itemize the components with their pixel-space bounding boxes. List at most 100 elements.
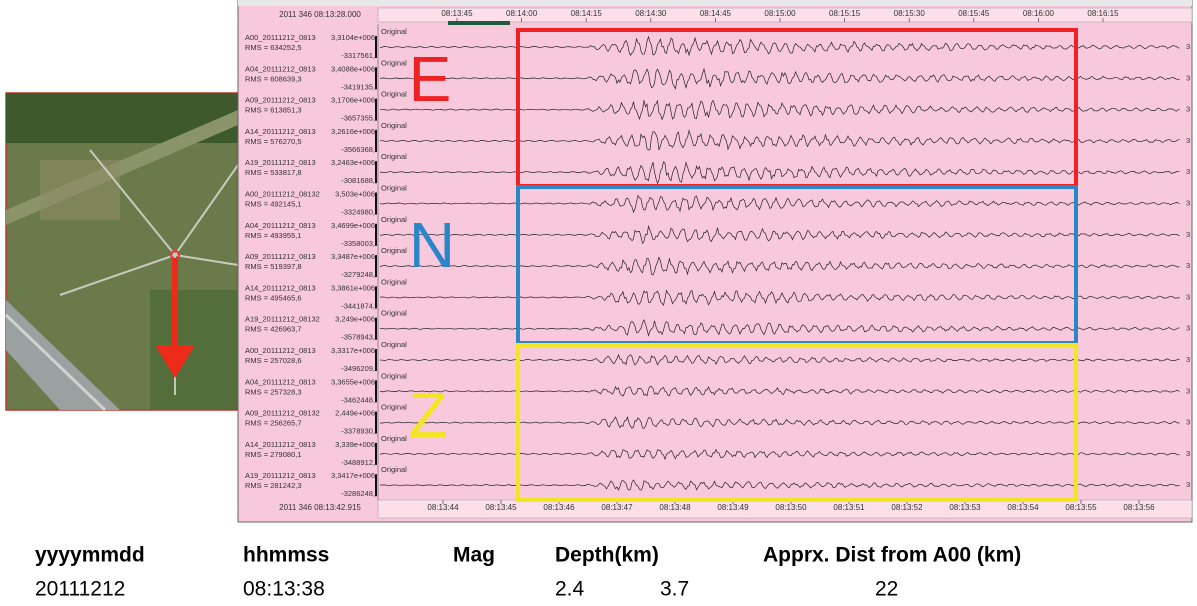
trace-tag: Original <box>381 58 407 67</box>
trace-max: 3,2463e+006 <box>331 158 375 167</box>
trace-min: -3324980, <box>341 207 375 216</box>
trace-max: 3,4699e+006 <box>331 221 375 230</box>
trace-min: -3496209, <box>341 364 375 373</box>
table-cell: 2.4 <box>555 578 585 601</box>
trace-edge: 3 <box>1186 261 1190 270</box>
waveform <box>379 353 1180 366</box>
component-label: E <box>409 43 452 115</box>
trace-rms: RMS = 495465,6 <box>245 293 302 302</box>
trace-edge: 3 <box>1186 105 1190 114</box>
trace-rms: RMS = 426963,7 <box>245 325 302 334</box>
waveform <box>380 129 1180 151</box>
trace-edge: 3 <box>1186 42 1190 51</box>
trace-max: 2,449e+006 <box>335 409 375 418</box>
trace-tag: Original <box>381 27 407 36</box>
trace-tag: Original <box>381 215 407 224</box>
top-tick-label: 08:14:15 <box>571 9 603 18</box>
trace-tag: Original <box>381 183 407 192</box>
trace-rms: RMS = 492145,1 <box>245 199 302 208</box>
trace-min: -3378930, <box>341 427 375 436</box>
seismogram-panel: 2011 346 08:13:28.000 2011 346 08:13:42.… <box>237 0 1193 523</box>
trace-tag: Original <box>381 434 407 443</box>
top-tick-label: 08:15:30 <box>894 9 926 18</box>
top-tick-label: 08:13:45 <box>441 9 473 18</box>
trace-max: 3,3317e+006 <box>331 346 375 355</box>
trace-min: -3578943, <box>341 333 375 342</box>
trace-min: -3317561, <box>341 51 375 60</box>
waveform <box>379 479 1180 491</box>
waveform <box>379 224 1180 245</box>
trace-min: -3419135, <box>341 82 375 91</box>
top-tick-label: 08:15:45 <box>958 9 990 18</box>
bottom-tick-label: 08:13:45 <box>485 503 517 512</box>
trace-edge: 3 <box>1186 73 1190 82</box>
trace-min: -3462448, <box>341 395 375 404</box>
top-tick-label: 08:14:30 <box>635 9 667 18</box>
top-tick-label: 08:16:15 <box>1087 9 1119 18</box>
trace-max: 3,3417e+006 <box>331 471 375 480</box>
trace-tag: Original <box>381 465 407 474</box>
trace-min: -3441874, <box>341 301 375 310</box>
trace-name: A04_20111212_0813 <box>245 221 316 230</box>
bottom-tick-label: 08:13:53 <box>949 503 981 512</box>
table-header: Mag <box>453 544 495 567</box>
trace-name: A00_20111212_08132 <box>245 189 320 198</box>
top-tick-label: 08:14:45 <box>700 9 732 18</box>
trace-name: A19_20111212_08132 <box>245 315 320 324</box>
table-cell: 3.7 <box>660 578 689 601</box>
waveform <box>379 194 1180 214</box>
table-cell: 08:13:38 <box>243 578 325 601</box>
trace-edge: 3 <box>1186 418 1190 427</box>
trace-tag: Original <box>381 371 407 380</box>
trace-tag: Original <box>381 403 407 412</box>
bottom-tick-label: 08:13:47 <box>601 503 633 512</box>
trace-edge: 3 <box>1186 449 1190 458</box>
trace-max: 3,339e+006 <box>335 440 375 449</box>
trace-max: 3,249e+006 <box>335 315 375 324</box>
top-tick-label: 08:15:15 <box>829 9 861 18</box>
trace-name: A04_20111212_0813 <box>245 377 316 386</box>
waveform <box>379 385 1180 397</box>
trace-name: A14_20111212_0813 <box>245 127 316 136</box>
table-header: Depth(km) <box>555 544 659 567</box>
trace-edge: 3 <box>1186 230 1190 239</box>
trace-name: A09_20111212_08132 <box>245 409 320 418</box>
trace-min: -3286248, <box>341 489 375 498</box>
trace-min: -3358003, <box>341 239 375 248</box>
trace-name: A04_20111212_0813 <box>245 64 316 73</box>
top-tick-label: 08:14:00 <box>506 9 538 18</box>
start-time: 2011 346 08:13:28.000 <box>279 10 361 19</box>
trace-rms: RMS = 279080,1 <box>245 450 302 459</box>
trace-min: -3488912, <box>341 458 375 467</box>
waveform <box>379 67 1180 90</box>
bottom-tick-label: 08:13:48 <box>659 503 691 512</box>
trace-name: A19_20111212_0813 <box>245 471 316 480</box>
trace-min: -3657355, <box>341 114 375 123</box>
trace-edge: 3 <box>1186 386 1190 395</box>
trace-max: 3,3104e+006 <box>331 33 375 42</box>
trace-rms: RMS = 576270,5 <box>245 137 302 146</box>
trace-rms: RMS = 257028,6 <box>245 356 302 365</box>
end-time: 2011 346 08:13:42.915 <box>279 503 361 512</box>
waveform <box>379 256 1180 276</box>
component-label: Z <box>408 379 447 451</box>
trace-name: A00_20111212_0813 <box>245 346 316 355</box>
trace-edge: 3 <box>1186 167 1190 176</box>
waveform <box>379 416 1180 429</box>
waveform <box>380 99 1180 121</box>
trace-edge: 3 <box>1186 324 1190 333</box>
trace-edge: 3 <box>1186 480 1190 489</box>
trace-edge: 3 <box>1186 292 1190 301</box>
trace-min: -3279248, <box>341 270 375 279</box>
trace-rms: RMS = 634252,5 <box>245 43 302 52</box>
trace-edge: 3 <box>1186 198 1190 207</box>
bottom-tick-label: 08:13:46 <box>543 503 575 512</box>
table-cell: 20111212 <box>35 578 125 601</box>
map <box>4 92 239 412</box>
trace-rms: RMS = 257328,3 <box>245 387 302 396</box>
table-header: yyyymmdd <box>35 544 145 567</box>
trace-rms: RMS = 493955,1 <box>245 231 302 240</box>
waveform <box>379 318 1180 337</box>
trace-max: 3,2616e+006 <box>331 127 375 136</box>
